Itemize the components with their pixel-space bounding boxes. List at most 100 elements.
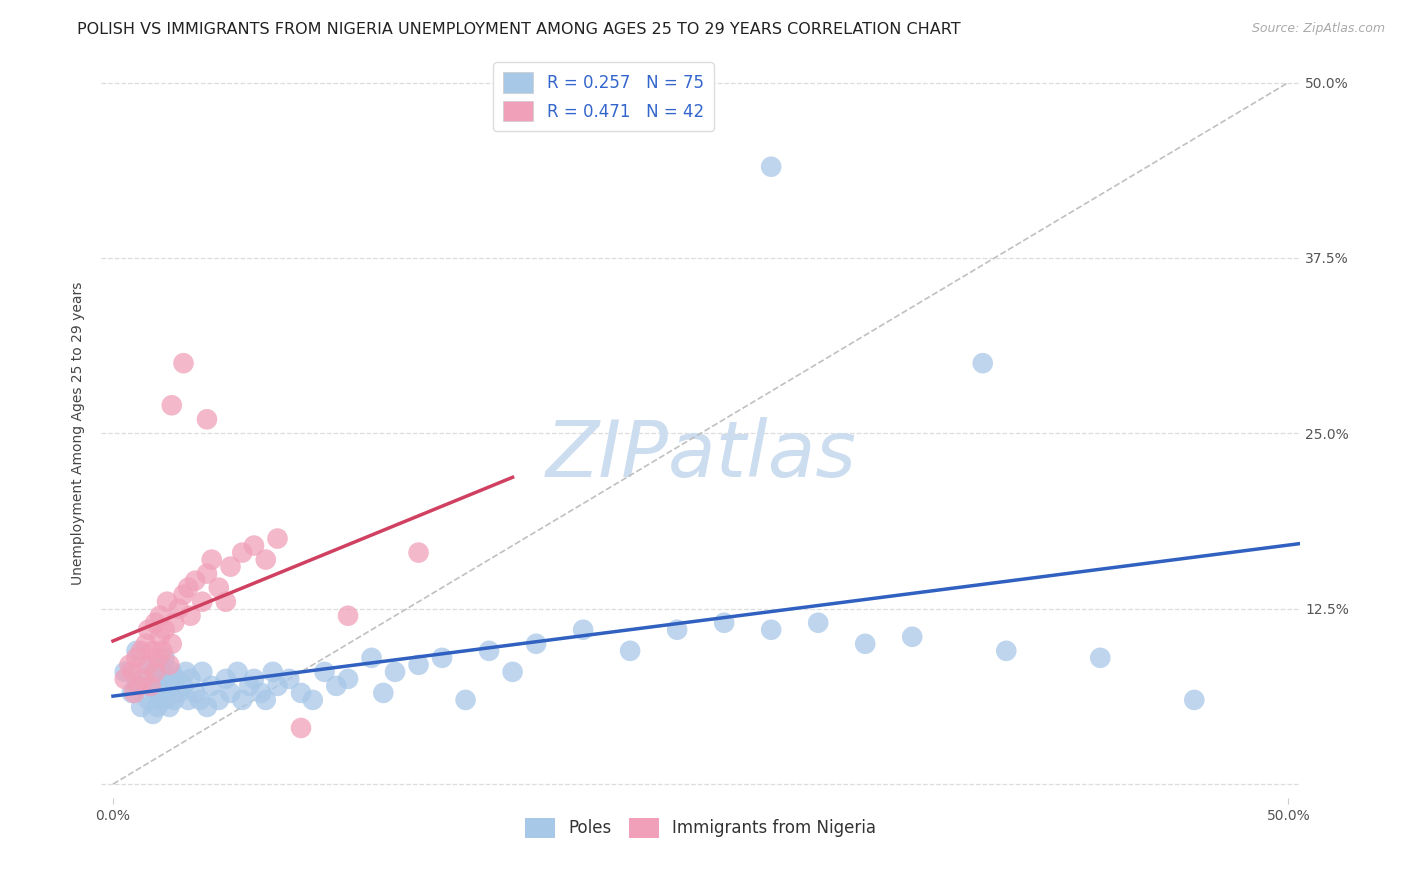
Point <box>191 595 214 609</box>
Point <box>243 539 266 553</box>
Point <box>301 693 323 707</box>
Y-axis label: Unemployment Among Ages 25 to 29 years: Unemployment Among Ages 25 to 29 years <box>72 282 86 585</box>
Point <box>238 679 260 693</box>
Point <box>373 686 395 700</box>
Point <box>173 588 195 602</box>
Point <box>139 679 162 693</box>
Point <box>129 700 152 714</box>
Point <box>136 693 159 707</box>
Point <box>136 657 159 672</box>
Point <box>163 615 186 630</box>
Point <box>408 657 430 672</box>
Point <box>1090 650 1112 665</box>
Point <box>177 693 200 707</box>
Point <box>136 623 159 637</box>
Point <box>153 650 176 665</box>
Point <box>759 160 782 174</box>
Point <box>121 686 143 700</box>
Point <box>122 686 145 700</box>
Point <box>149 693 172 707</box>
Point <box>901 630 924 644</box>
Point <box>226 665 249 679</box>
Point <box>167 686 190 700</box>
Point <box>254 693 277 707</box>
Point <box>128 679 150 693</box>
Point <box>250 686 273 700</box>
Point <box>266 679 288 693</box>
Point <box>201 552 224 566</box>
Point <box>142 644 165 658</box>
Point <box>254 552 277 566</box>
Point <box>430 650 453 665</box>
Point <box>149 630 172 644</box>
Text: Source: ZipAtlas.com: Source: ZipAtlas.com <box>1251 22 1385 36</box>
Point <box>150 644 173 658</box>
Point <box>156 686 179 700</box>
Text: POLISH VS IMMIGRANTS FROM NIGERIA UNEMPLOYMENT AMONG AGES 25 TO 29 YEARS CORRELA: POLISH VS IMMIGRANTS FROM NIGERIA UNEMPL… <box>77 22 960 37</box>
Point <box>572 623 595 637</box>
Point <box>160 679 183 693</box>
Point <box>125 679 148 693</box>
Point <box>184 686 207 700</box>
Point <box>153 623 176 637</box>
Point <box>201 679 224 693</box>
Point <box>146 650 169 665</box>
Point <box>278 672 301 686</box>
Point <box>135 637 157 651</box>
Point <box>184 574 207 588</box>
Text: ZIPatlas: ZIPatlas <box>546 417 856 493</box>
Point <box>262 665 284 679</box>
Point <box>972 356 994 370</box>
Point <box>478 644 501 658</box>
Point <box>337 608 360 623</box>
Point <box>143 665 166 679</box>
Point <box>121 665 143 679</box>
Point <box>153 693 176 707</box>
Point <box>180 672 202 686</box>
Point <box>143 665 166 679</box>
Point <box>156 595 179 609</box>
Point <box>160 398 183 412</box>
Point <box>136 657 159 672</box>
Point <box>853 637 876 651</box>
Point <box>150 679 173 693</box>
Point <box>502 665 524 679</box>
Point <box>156 672 179 686</box>
Point <box>219 559 242 574</box>
Point <box>157 700 180 714</box>
Point <box>160 665 183 679</box>
Point <box>215 595 238 609</box>
Point <box>132 672 155 686</box>
Point <box>129 644 152 658</box>
Point <box>231 693 253 707</box>
Legend: Poles, Immigrants from Nigeria: Poles, Immigrants from Nigeria <box>519 811 883 845</box>
Point <box>163 693 186 707</box>
Point <box>243 672 266 686</box>
Point <box>143 686 166 700</box>
Point <box>146 700 169 714</box>
Point <box>142 706 165 721</box>
Point <box>666 623 689 637</box>
Point <box>188 693 211 707</box>
Point <box>149 672 172 686</box>
Point <box>132 672 155 686</box>
Point <box>180 608 202 623</box>
Point <box>454 693 477 707</box>
Point <box>143 615 166 630</box>
Point <box>290 721 312 735</box>
Point <box>139 679 162 693</box>
Point <box>807 615 830 630</box>
Point <box>195 700 218 714</box>
Point <box>114 672 136 686</box>
Point <box>114 665 136 679</box>
Point <box>524 637 547 651</box>
Point <box>266 532 288 546</box>
Point <box>314 665 336 679</box>
Point <box>408 546 430 560</box>
Point <box>360 650 382 665</box>
Point <box>160 637 183 651</box>
Point <box>231 546 253 560</box>
Point <box>995 644 1018 658</box>
Point <box>125 650 148 665</box>
Point <box>173 356 195 370</box>
